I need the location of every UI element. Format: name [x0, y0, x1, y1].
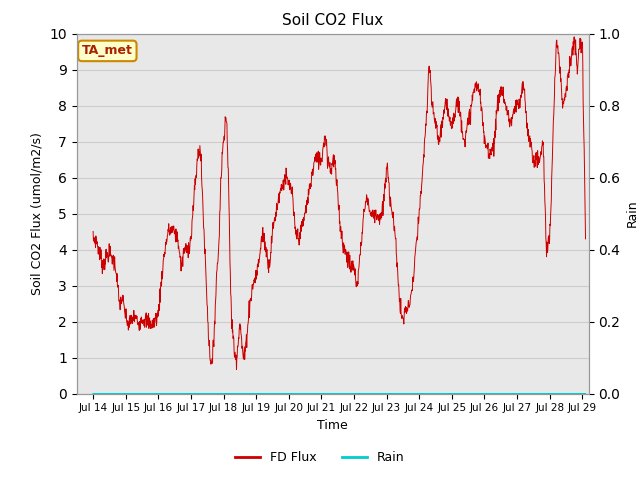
Title: Soil CO2 Flux: Soil CO2 Flux [282, 13, 383, 28]
Text: TA_met: TA_met [82, 44, 132, 58]
X-axis label: Time: Time [317, 419, 348, 432]
Y-axis label: Rain: Rain [626, 200, 639, 228]
Y-axis label: Soil CO2 Flux (umol/m2/s): Soil CO2 Flux (umol/m2/s) [31, 132, 44, 295]
Legend: FD Flux, Rain: FD Flux, Rain [230, 446, 410, 469]
